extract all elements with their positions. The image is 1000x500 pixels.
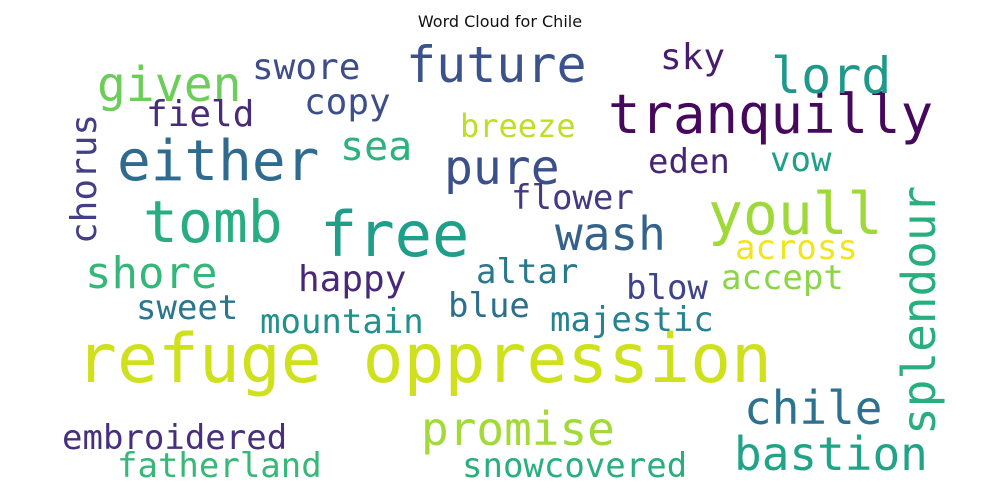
word-sea: sea bbox=[340, 124, 413, 170]
word-blue: blue bbox=[448, 286, 530, 326]
word-vow: vow bbox=[770, 140, 832, 180]
word-altar: altar bbox=[476, 252, 579, 292]
word-field: field bbox=[146, 94, 255, 135]
word-bastion: bastion bbox=[734, 427, 928, 481]
word-mountain: mountain bbox=[260, 302, 424, 342]
word-tomb: tomb bbox=[143, 188, 283, 256]
word-across: across bbox=[735, 228, 858, 268]
word-shore: shore bbox=[85, 248, 218, 299]
word-promise: promise bbox=[421, 402, 615, 456]
word-splendour: splendour bbox=[892, 185, 946, 435]
word-chile: chile bbox=[744, 381, 883, 435]
word-eden: eden bbox=[648, 142, 730, 182]
word-lord: lord bbox=[771, 47, 892, 105]
word-given: given bbox=[97, 57, 242, 113]
word-refuge-oppression: refuge oppression bbox=[76, 320, 772, 399]
word-chorus: chorus bbox=[64, 113, 105, 244]
word-pure: pure bbox=[444, 140, 560, 196]
word-flower: flower bbox=[511, 178, 634, 218]
word-swore: swore bbox=[252, 47, 361, 88]
word-majestic: majestic bbox=[550, 300, 714, 340]
word-sweet: sweet bbox=[136, 288, 239, 328]
word-youll: youll bbox=[708, 180, 883, 248]
word-accept: accept bbox=[721, 258, 844, 298]
word-happy: happy bbox=[298, 259, 407, 300]
word-tranquilly: tranquilly bbox=[608, 83, 934, 146]
word-copy: copy bbox=[304, 82, 391, 123]
word-either: either bbox=[117, 129, 320, 194]
chart-title: Word Cloud for Chile bbox=[417, 12, 583, 31]
word-snowcovered: snowcovered bbox=[462, 446, 688, 486]
word-wash: wash bbox=[555, 207, 666, 261]
word-future: future bbox=[406, 36, 587, 94]
word-sky: sky bbox=[660, 37, 726, 78]
word-fatherland: fatherland bbox=[117, 446, 322, 486]
word-embroidered: embroidered bbox=[62, 418, 288, 458]
word-free: free bbox=[320, 198, 470, 271]
word-blow: blow bbox=[626, 268, 708, 308]
word-breeze: breeze bbox=[460, 107, 576, 145]
